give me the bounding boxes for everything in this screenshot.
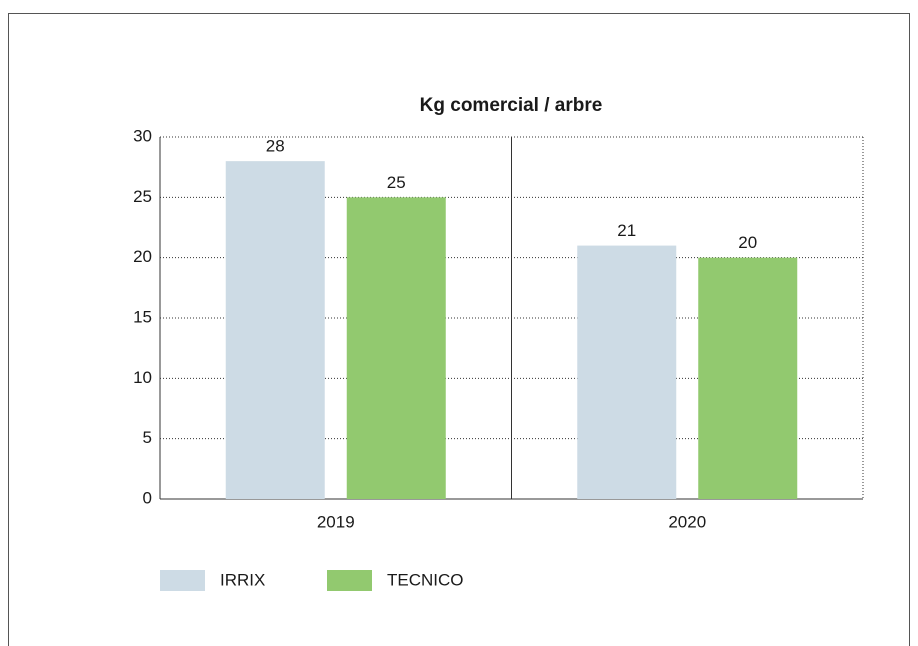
y-tick-label: 20 [133,247,152,266]
y-tick-label: 10 [133,368,152,387]
frame [8,13,910,646]
bar [346,197,446,500]
y-tick-label: 30 [133,126,152,145]
chart-title: Kg comercial / arbre [420,95,603,116]
data-label: 25 [387,173,406,192]
legend-swatch [327,570,372,591]
y-tick-label: 0 [143,488,152,507]
bar [698,257,798,499]
legend-label: TECNICO [387,570,464,589]
legend-label: IRRIX [220,570,265,589]
y-tick-label: 15 [133,307,152,326]
x-tick-label: 2020 [668,512,706,531]
data-label: 20 [738,233,757,252]
data-label: 28 [266,137,285,156]
legend-swatch [160,570,205,591]
y-tick-label: 5 [143,428,152,447]
y-tick-label: 25 [133,187,152,206]
x-tick-label: 2019 [317,512,355,531]
data-label: 21 [617,221,636,240]
bar [577,245,677,499]
bar [225,161,325,499]
